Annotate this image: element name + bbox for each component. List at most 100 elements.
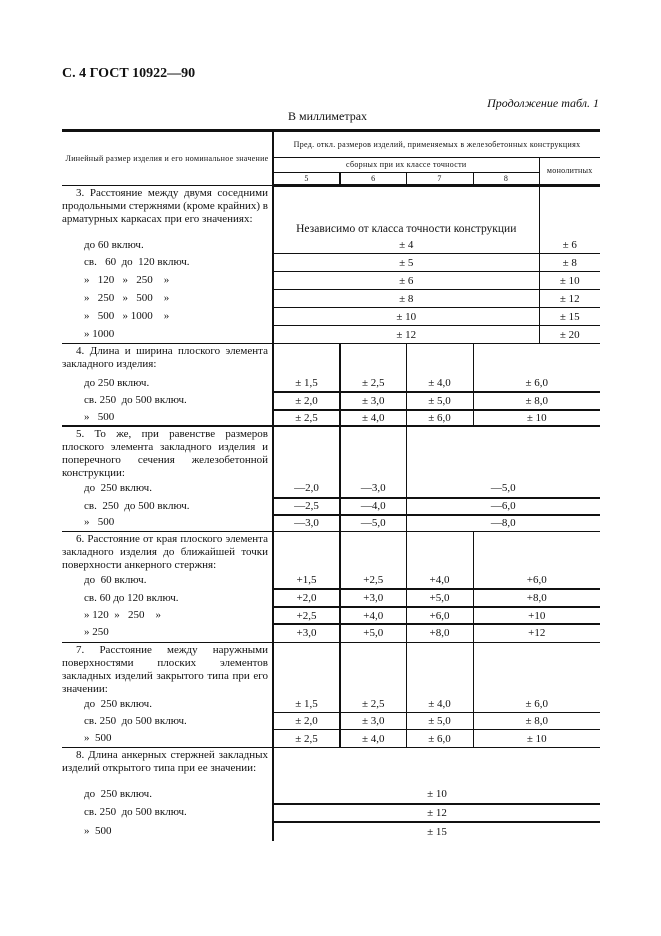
- row-label: » 120 » 250 »: [62, 607, 274, 624]
- table-row: » 250 +3,0 +5,0 +8,0 +12: [62, 623, 601, 642]
- row-label: до 250 включ.: [62, 785, 274, 804]
- section-item-text: 4. Длина и ширина плоского элемента закл…: [62, 343, 274, 376]
- tolerance-value: ± 3,0: [339, 712, 406, 730]
- tolerance-value: ± 20: [538, 325, 601, 344]
- tolerance-value: +8,0: [472, 588, 601, 607]
- tolerance-value: ± 4: [272, 236, 539, 254]
- tolerance-value: ± 8,0: [472, 712, 601, 730]
- row-label: » 250: [62, 624, 274, 642]
- tolerance-value: ± 15: [272, 820, 601, 841]
- tolerance-value: ± 4,0: [405, 375, 473, 392]
- tolerance-value: —8,0: [405, 513, 601, 532]
- section-item-text: 7. Расстояние между наружными поверхност…: [62, 641, 274, 696]
- tolerance-value: ± 6,0: [472, 375, 601, 392]
- tolerance-value: ± 8,0: [472, 390, 601, 410]
- value-cell-empty: [272, 343, 340, 376]
- value-cell-empty: [405, 641, 473, 696]
- header-class-6: 6: [339, 172, 406, 187]
- value-cell-empty: [339, 424, 406, 480]
- value-cell-empty: [339, 641, 406, 696]
- tolerance-value: —4,0: [339, 496, 406, 515]
- units-label: В миллиметрах: [288, 109, 368, 123]
- tolerance-value: ± 3,0: [339, 390, 406, 410]
- tolerance-value: —5,0: [405, 479, 601, 498]
- header-class-8: 8: [472, 172, 539, 187]
- value-cell-empty: [405, 424, 601, 480]
- tolerance-table: Линейный размер изделия и его номинально…: [62, 129, 601, 841]
- table-row: » 500 ± 15: [62, 820, 601, 841]
- tolerance-value: +3,0: [339, 588, 406, 607]
- table-row: до 250 включ. ± 10: [62, 785, 601, 804]
- section-heading-row: 6. Расстояние от края плоского элемента …: [62, 531, 601, 572]
- header-monolithic: монолитных: [538, 157, 601, 187]
- tolerance-value: —3,0: [339, 479, 406, 498]
- tolerance-value: ± 10: [472, 729, 601, 748]
- tolerance-value: ± 10: [272, 307, 539, 326]
- table-row: » 500 —3,0 —5,0 —8,0: [62, 513, 601, 532]
- row-label: » 500: [62, 514, 274, 532]
- tolerance-value: +6,0: [405, 606, 473, 624]
- tolerance-value: ± 2,5: [272, 408, 340, 426]
- table-row: св. 250 до 500 включ. ± 2,0 ± 3,0 ± 5,0 ± 8,…: [62, 712, 601, 730]
- row-label: до 250 включ.: [62, 479, 274, 498]
- row-label: » 500: [62, 729, 274, 748]
- section-heading-row: 8. Длина анкерных стержней закладных изд…: [62, 747, 601, 786]
- tolerance-value: ± 2,0: [272, 712, 340, 730]
- value-cell-empty: [272, 641, 340, 696]
- table-row: » 1000 ± 12 ± 20: [62, 325, 601, 344]
- tolerance-value: ± 10: [272, 785, 601, 804]
- tolerance-value: ± 5,0: [405, 712, 473, 730]
- tolerance-value: ± 2,5: [339, 695, 406, 713]
- table-row: до 250 включ. ± 1,5 ± 2,5 ± 4,0 ± 6,0: [62, 375, 601, 392]
- table-row: » 120 » 250 » +2,5 +4,0 +6,0 +10: [62, 606, 601, 624]
- value-cell-empty: [339, 343, 406, 376]
- tolerance-value: ± 1,5: [272, 695, 340, 713]
- header-class-5: 5: [272, 172, 340, 187]
- row-label: до 250 включ.: [62, 695, 274, 713]
- row-label: » 500: [62, 821, 274, 841]
- tolerance-value: ± 4,0: [339, 408, 406, 426]
- table-row: св. 250 до 500 включ. ± 12: [62, 802, 601, 822]
- section-item-text: 5. То же, при равенстве размеров плоског…: [62, 424, 274, 480]
- tolerance-value: +6,0: [472, 572, 601, 589]
- table-row: » 500 ± 2,5 ± 4,0 ± 6,0 ± 10: [62, 408, 601, 426]
- section-heading-row: 5. То же, при равенстве размеров плоског…: [62, 424, 601, 480]
- section-heading-row: 4. Длина и ширина плоского элемента закл…: [62, 343, 601, 376]
- tolerance-value: ± 6,0: [405, 408, 473, 426]
- value-cell-empty: [405, 343, 473, 376]
- header-tolerances: Пред. откл. размеров изделий, применяемы…: [272, 129, 601, 158]
- tolerance-value: —5,0: [339, 513, 406, 532]
- row-label: св. 250 до 500 включ.: [62, 497, 274, 515]
- value-cell-empty: [272, 531, 340, 572]
- tolerance-value: +2,0: [272, 588, 340, 607]
- page-title: С. 4 ГОСТ 10922—90: [62, 66, 196, 81]
- class-independent-note: Независимо от класса точности конструкци…: [272, 185, 539, 237]
- tolerance-value: —2,5: [272, 496, 340, 515]
- row-label: до 250 включ.: [62, 375, 274, 392]
- tolerance-value: ± 6,0: [472, 695, 601, 713]
- value-cell-empty: [538, 185, 601, 237]
- tolerance-value: +5,0: [405, 588, 473, 607]
- table-row: св. 250 до 500 включ. —2,5 —4,0 —6,0: [62, 496, 601, 515]
- tolerance-value: ± 10: [538, 271, 601, 290]
- tolerance-value: ± 8: [538, 253, 601, 272]
- tolerance-value: —2,0: [272, 479, 340, 498]
- row-label: » 500 » 1000 »: [62, 307, 274, 326]
- section-item-text: 3. Расстояние между двумя соседними прод…: [62, 185, 274, 237]
- header-precast: сборных при их классе точности: [272, 157, 539, 173]
- tolerance-value: ± 2,5: [272, 729, 340, 748]
- tolerance-value: +10: [472, 606, 601, 624]
- tolerance-value: ± 6: [538, 236, 601, 254]
- tolerance-value: ± 12: [272, 325, 539, 344]
- row-label: » 120 » 250 »: [62, 271, 274, 290]
- tolerance-value: ± 15: [538, 307, 601, 326]
- row-label: до 60 включ.: [62, 572, 274, 589]
- tolerance-value: ± 1,5: [272, 375, 340, 392]
- tolerance-value: ± 6: [272, 271, 539, 290]
- table-row: св. 60 до 120 включ. ± 5 ± 8: [62, 253, 601, 272]
- tolerance-value: +4,0: [405, 572, 473, 589]
- table-row: до 250 включ. —2,0 —3,0 —5,0: [62, 479, 601, 498]
- value-cell-empty: [405, 531, 473, 572]
- table-row: » 500 ± 2,5 ± 4,0 ± 6,0 ± 10: [62, 729, 601, 748]
- table-row: до 60 включ. +1,5 +2,5 +4,0 +6,0: [62, 572, 601, 589]
